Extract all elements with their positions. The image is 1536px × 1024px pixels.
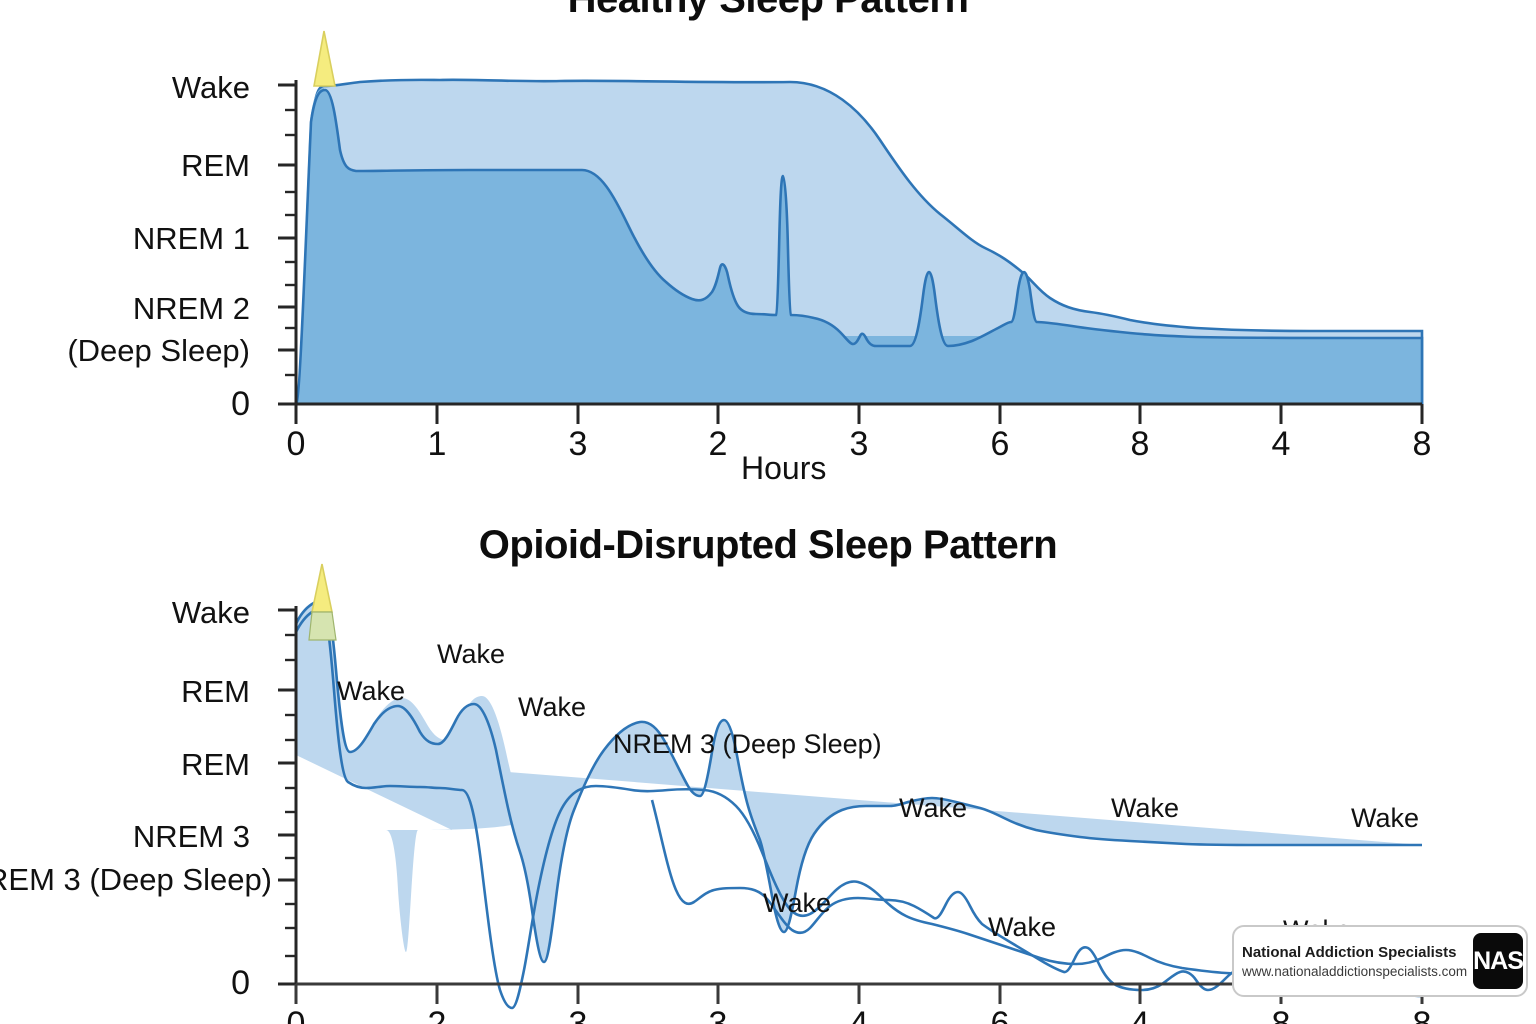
chart-2-y-ticks-major bbox=[278, 608, 296, 986]
chart-1-panel: Wake REM NREM 1 NREM 2 (Deep Sleep) 0 0 … bbox=[0, 0, 1536, 500]
chart-2-wake-onset-spike bbox=[311, 563, 333, 613]
chart-2-xtick-1: 2 bbox=[427, 1005, 447, 1024]
chart-1-plot bbox=[278, 30, 1424, 424]
chart-1-xtick-4: 3 bbox=[849, 425, 869, 463]
chart-2-xtick-3: 3 bbox=[708, 1005, 728, 1024]
chart-2-annotation-wake-3: Wake bbox=[518, 692, 587, 722]
chart-2-xtick-0: 0 bbox=[286, 1005, 306, 1024]
chart-1-ylabel-nrem2: NREM 2 bbox=[132, 291, 250, 326]
chart-2-xtick-5: 6 bbox=[990, 1005, 1010, 1024]
chart-1-ylabel-wake: Wake bbox=[171, 70, 250, 105]
chart-1-xtick-3: 2 bbox=[708, 425, 728, 463]
chart-2-xtick-8: 8 bbox=[1412, 1005, 1432, 1024]
chart-2-annotation-wake-2: Wake bbox=[437, 639, 506, 669]
chart-2-xtick-4: 4 bbox=[849, 1005, 869, 1024]
chart-2-annotation-wake-7: Wake bbox=[763, 888, 832, 918]
chart-1-x-ticks bbox=[294, 404, 1424, 424]
chart-1-xtick-1: 1 bbox=[427, 425, 447, 463]
chart-1-x-axis-label: Hours bbox=[741, 450, 827, 486]
chart-1-title: Healthy Sleep Pattern bbox=[0, 0, 1536, 22]
watermark-org-name: National Addiction Specialists bbox=[1242, 943, 1457, 961]
chart-1-ylabel-rem: REM bbox=[181, 148, 250, 183]
chart-2-annotation-wake-8: Wake bbox=[988, 912, 1057, 942]
chart-1-wake-onset-spike bbox=[313, 30, 336, 87]
chart-2-annotation-wake-4: Wake bbox=[899, 793, 968, 823]
chart-2-ylabel-zero: 0 bbox=[231, 964, 250, 1002]
chart-2-ylabel-nrem3: NREM 3 bbox=[132, 819, 250, 854]
chart-2-ylabel-rem-1: REM bbox=[181, 674, 250, 709]
chart-2-ylabel-rem-2: REM bbox=[181, 747, 250, 782]
chart-2-ylabel-deep-sleep: REM 3 (Deep Sleep) bbox=[0, 862, 273, 897]
chart-1-xtick-5: 6 bbox=[990, 425, 1010, 463]
chart-2-xtick-6: 4 bbox=[1130, 1005, 1150, 1024]
chart-2-y-ticks-minor bbox=[285, 633, 296, 958]
chart-2-annotation-nrem3-deep-sleep: NREM 3 (Deep Sleep) bbox=[613, 729, 882, 759]
chart-1-xtick-7: 4 bbox=[1271, 425, 1291, 463]
chart-2-ylabel-wake: Wake bbox=[171, 595, 250, 630]
chart-2-panel: Wake REM REM NREM 3 REM 3 (Deep Sleep) 0… bbox=[0, 500, 1536, 1024]
chart-1-xtick-0: 0 bbox=[286, 425, 306, 463]
chart-1-xtick-8: 8 bbox=[1412, 425, 1432, 463]
chart-2-wake-onset-green bbox=[308, 611, 337, 641]
chart-2-lower-line bbox=[294, 606, 1423, 1010]
nas-logo-icon: NAS bbox=[1473, 933, 1524, 989]
chart-1-ylabel-zero: 0 bbox=[231, 385, 250, 423]
chart-1-y-ticks-major bbox=[278, 83, 296, 406]
chart-2-xtick-2: 3 bbox=[568, 1005, 588, 1024]
chart-1-y-ticks-minor bbox=[285, 108, 296, 377]
chart-1-inner-envelope bbox=[294, 88, 1424, 406]
chart-2-annotation-wake-1: Wake bbox=[337, 676, 406, 706]
chart-2-plot bbox=[278, 563, 1424, 1010]
chart-1-ylabel-nrem1: NREM 1 bbox=[132, 221, 250, 256]
chart-1-ylabel-deep-sleep: (Deep Sleep) bbox=[67, 333, 250, 368]
chart-2-title: Opioid-Disrupted Sleep Pattern bbox=[478, 523, 1058, 567]
watermark-text-block: National Addiction Specialists www.natio… bbox=[1242, 944, 1467, 979]
chart-1-xtick-6: 8 bbox=[1130, 425, 1150, 463]
watermark-badge: National Addiction Specialists www.natio… bbox=[1232, 925, 1528, 997]
chart-2-band-fill bbox=[296, 604, 525, 952]
chart-2-xtick-7: 8 bbox=[1271, 1005, 1291, 1024]
watermark-url: www.nationaladdictionspecialists.com bbox=[1242, 963, 1468, 979]
chart-1-xtick-2: 3 bbox=[568, 425, 588, 463]
chart-2-upper-line bbox=[294, 598, 1422, 964]
chart-2-annotation-wake-5: Wake bbox=[1111, 793, 1180, 823]
chart-2-annotation-wake-6: Wake bbox=[1351, 803, 1420, 833]
